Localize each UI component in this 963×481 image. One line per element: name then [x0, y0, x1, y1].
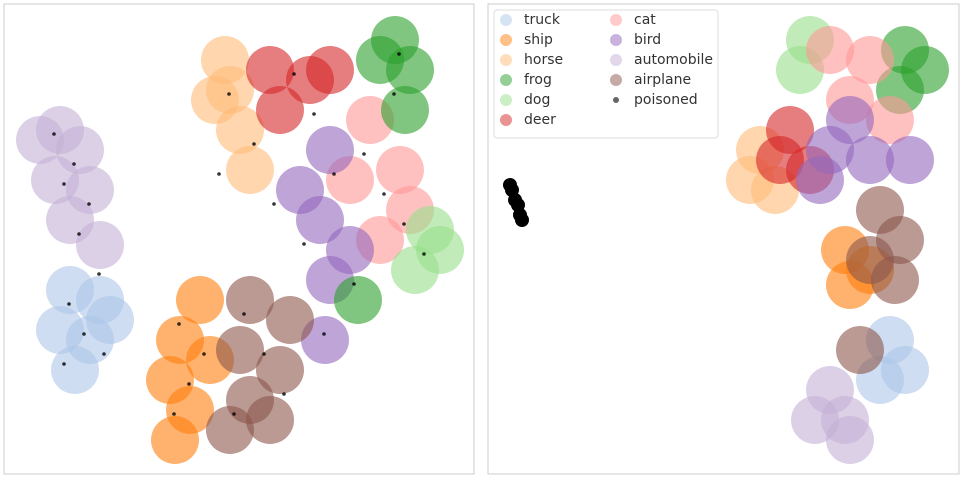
legend-label: poisoned	[634, 92, 698, 108]
poisoned-point	[102, 352, 106, 356]
poisoned-point	[242, 312, 246, 316]
point-cluster	[826, 96, 874, 144]
point-cluster	[206, 66, 254, 114]
point-cluster	[306, 46, 354, 94]
legend-label: dog	[524, 92, 550, 108]
legend-label: airplane	[634, 72, 691, 88]
point-cluster	[806, 26, 854, 74]
point-cluster	[391, 246, 439, 294]
point-cluster	[266, 296, 314, 344]
point-cluster	[356, 36, 404, 84]
legend-marker	[500, 94, 512, 106]
point-cluster	[826, 416, 874, 464]
legend-label: horse	[524, 52, 563, 68]
legend-marker	[610, 74, 622, 86]
legend-marker	[613, 97, 619, 103]
legend-marker	[610, 54, 622, 66]
poisoned-point	[515, 213, 529, 227]
poisoned-point	[187, 382, 191, 386]
point-cluster	[871, 256, 919, 304]
poisoned-point	[262, 352, 266, 356]
point-cluster	[151, 416, 199, 464]
poisoned-point	[312, 112, 316, 116]
legend-label: cat	[634, 12, 656, 28]
point-cluster	[301, 316, 349, 364]
point-cluster	[866, 96, 914, 144]
poisoned-point	[232, 412, 236, 416]
point-cluster	[846, 36, 894, 84]
legend-label: truck	[524, 12, 561, 28]
poisoned-point	[422, 252, 426, 256]
poisoned-point	[67, 302, 71, 306]
point-cluster	[176, 276, 224, 324]
poisoned-point	[302, 242, 306, 246]
legend-label: bird	[634, 32, 661, 48]
point-cluster	[846, 136, 894, 184]
point-cluster	[886, 136, 934, 184]
poisoned-point	[397, 52, 401, 56]
poisoned-point	[402, 222, 406, 226]
point-cluster	[226, 276, 274, 324]
poisoned-point	[352, 282, 356, 286]
legend-marker	[500, 114, 512, 126]
legend-label: frog	[524, 72, 552, 88]
poisoned-point	[82, 332, 86, 336]
poisoned-point	[227, 92, 231, 96]
point-cluster	[246, 396, 294, 444]
point-cluster	[376, 146, 424, 194]
legend: truck ship horse frog dog deer cat bird automobi…	[493, 9, 719, 139]
poisoned-point	[362, 152, 366, 156]
point-cluster	[216, 326, 264, 374]
point-cluster	[16, 116, 64, 164]
poisoned-point	[282, 392, 286, 396]
poisoned-point	[332, 172, 336, 176]
point-cluster	[206, 406, 254, 454]
poisoned-point	[217, 172, 221, 176]
legend-marker	[500, 14, 512, 26]
point-cluster	[226, 146, 274, 194]
point-cluster	[326, 226, 374, 274]
poisoned-point	[62, 182, 66, 186]
poisoned-point	[252, 142, 256, 146]
legend-marker	[500, 54, 512, 66]
legend-marker	[610, 34, 622, 46]
point-cluster	[334, 276, 382, 324]
poisoned-point	[52, 132, 56, 136]
point-cluster	[246, 46, 294, 94]
point-cluster	[836, 326, 884, 374]
poisoned-point	[322, 332, 326, 336]
point-cluster	[76, 221, 124, 269]
legend-label: automobile	[634, 52, 713, 68]
point-cluster	[256, 346, 304, 394]
poisoned-point	[72, 162, 76, 166]
point-cluster	[306, 126, 354, 174]
poisoned-point	[97, 272, 101, 276]
poisoned-point	[202, 352, 206, 356]
plots: truck ship horse frog dog deer cat bird automobi…	[16, 9, 949, 464]
legend-marker	[500, 34, 512, 46]
point-cluster	[796, 156, 844, 204]
poisoned-point	[77, 232, 81, 236]
legend-label: deer	[524, 112, 556, 128]
poisoned-point	[177, 322, 181, 326]
poisoned-point	[392, 92, 396, 96]
legend-marker	[610, 14, 622, 26]
legend-box	[493, 9, 719, 139]
poisoned-point	[382, 192, 386, 196]
poisoned-point	[87, 202, 91, 206]
legend-marker	[500, 74, 512, 86]
point-cluster	[256, 86, 304, 134]
point-cluster	[276, 166, 324, 214]
legend-label: ship	[524, 32, 553, 48]
poisoned-point	[62, 362, 66, 366]
poisoned-point	[272, 202, 276, 206]
point-cluster	[51, 346, 99, 394]
point-cluster	[86, 296, 134, 344]
poisoned-point	[292, 72, 296, 76]
poisoned-point	[172, 412, 176, 416]
point-cluster	[381, 86, 429, 134]
point-cluster	[216, 106, 264, 154]
